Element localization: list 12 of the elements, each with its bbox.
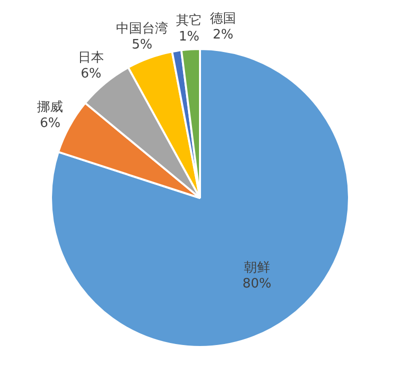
- slice-label: 中国台湾: [116, 20, 168, 36]
- slice-label: 挪威: [37, 100, 64, 115]
- data-label: 80%: [242, 276, 272, 292]
- slice-label: 朝鲜: [244, 260, 270, 276]
- data-label: 2%: [212, 28, 234, 43]
- slice-label: 德国: [210, 12, 236, 27]
- data-label: 6%: [80, 66, 102, 82]
- data-label: 5%: [132, 37, 152, 52]
- slice-label: 其它: [176, 12, 202, 28]
- data-label: 6%: [40, 116, 60, 131]
- slice-label: 日本: [78, 50, 104, 66]
- data-label: 1%: [178, 29, 200, 44]
